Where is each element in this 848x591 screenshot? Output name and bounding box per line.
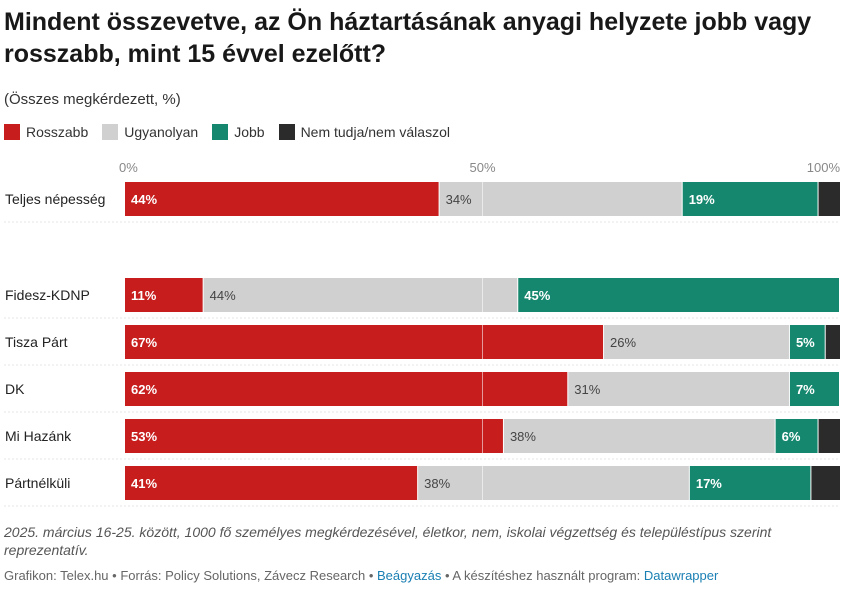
bar-segment xyxy=(604,325,789,359)
footer: Grafikon: Telex.hu • Forrás: Policy Solu… xyxy=(4,568,718,583)
legend-item-jobb: Jobb xyxy=(212,124,265,140)
bar-segment xyxy=(818,182,840,216)
bar-segment xyxy=(418,466,689,500)
bar-segment xyxy=(775,419,818,453)
data-label: 38% xyxy=(510,429,536,444)
bar-segment xyxy=(125,419,503,453)
legend-label: Ugyanolyan xyxy=(124,124,199,140)
data-label: 44% xyxy=(210,288,236,303)
bar-segment xyxy=(125,325,604,359)
data-label: 67% xyxy=(131,335,157,350)
data-label: 34% xyxy=(446,192,472,207)
bar-segment xyxy=(125,278,203,312)
legend-swatch-rosszabb xyxy=(4,124,20,140)
legend-item-rosszabb: Rosszabb xyxy=(4,124,88,140)
category-label: DK xyxy=(5,381,25,397)
credit-text: Grafikon: Telex.hu • Forrás: Policy Solu… xyxy=(4,568,378,583)
bar-segment xyxy=(818,419,840,453)
bar-segment xyxy=(125,372,568,406)
data-label: 44% xyxy=(131,192,157,207)
bar-segment xyxy=(811,466,840,500)
legend-swatch-ugyanolyan xyxy=(102,124,119,140)
embed-link[interactable]: Beágyazás xyxy=(377,568,442,583)
data-label: 38% xyxy=(424,476,450,491)
data-label: 53% xyxy=(131,429,157,444)
data-label: 31% xyxy=(574,382,600,397)
bar-segment xyxy=(689,466,811,500)
legend-swatch-nem-tudja xyxy=(278,124,295,140)
datawrapper-link[interactable]: Datawrapper xyxy=(643,568,719,583)
data-label: 45% xyxy=(524,288,550,303)
category-label: Mi Hazánk xyxy=(5,428,72,444)
legend-item-nem-tudja: Nem tudja/nem válaszol xyxy=(278,124,450,140)
data-label: 41% xyxy=(131,476,157,491)
bar-segment xyxy=(789,325,825,359)
data-label: 19% xyxy=(689,192,715,207)
data-label: 62% xyxy=(131,382,157,397)
x-tick-label: 100% xyxy=(807,160,841,175)
bar-segment xyxy=(125,466,418,500)
bar-segment xyxy=(825,325,840,359)
bar-segment xyxy=(568,372,789,406)
data-label: 7% xyxy=(796,382,815,397)
data-label: 5% xyxy=(796,335,815,350)
data-label: 26% xyxy=(610,335,636,350)
data-label: 17% xyxy=(696,476,722,491)
bar-segment xyxy=(789,372,839,406)
bar-segment xyxy=(203,278,518,312)
bar-segment xyxy=(125,182,439,216)
x-tick-label: 0% xyxy=(119,160,138,175)
chart-title: Mindent összevetve, az Ön háztartásának … xyxy=(4,8,812,68)
chart-subtitle: (Összes megkérdezett, %) xyxy=(4,91,181,108)
category-label: Teljes népesség xyxy=(5,191,105,207)
legend-swatch-jobb xyxy=(212,124,229,140)
category-label: Fidesz-KDNP xyxy=(5,287,90,303)
data-label: 11% xyxy=(131,288,157,303)
legend-label: Jobb xyxy=(234,124,265,140)
stacked-bar-chart: 0% 50% 100% Teljes népesség 44% 34% 19% Fidesz-… xyxy=(4,160,841,507)
bar-segment xyxy=(503,419,775,453)
category-label: Tisza Párt xyxy=(5,334,68,350)
bar-segment xyxy=(439,182,682,216)
legend: Rosszabb Ugyanolyan Jobb Nem tudja/nem v… xyxy=(4,124,464,140)
x-tick-label: 50% xyxy=(469,160,495,175)
bar-segment xyxy=(518,278,839,312)
legend-item-ugyanolyan: Ugyanolyan xyxy=(102,124,198,140)
footnote: 2025. március 16-25. között, 1000 fő sze… xyxy=(4,524,772,558)
legend-label: Rosszabb xyxy=(26,124,89,140)
bar-segment xyxy=(682,182,818,216)
data-label: 6% xyxy=(782,429,801,444)
category-label: Pártnélküli xyxy=(5,475,70,491)
legend-label: Nem tudja/nem válaszol xyxy=(300,124,450,140)
program-text: • A készítéshez használt program: xyxy=(441,568,644,583)
